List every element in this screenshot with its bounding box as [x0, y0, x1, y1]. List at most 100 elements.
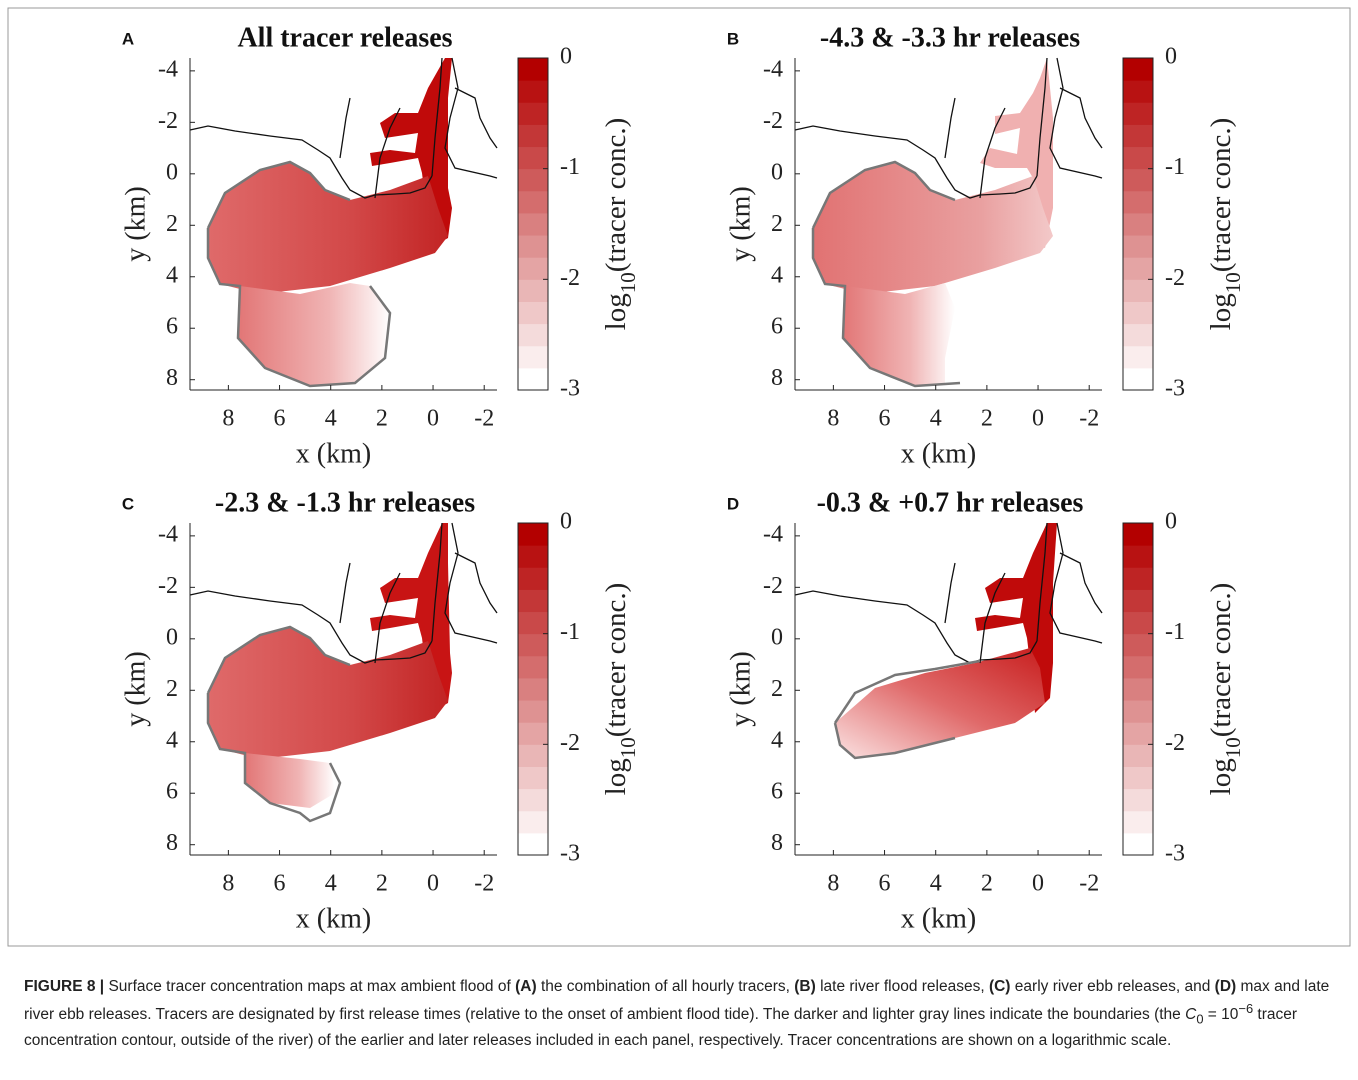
- caption-text: 0: [1196, 1011, 1204, 1027]
- caption-text: = 10: [1203, 1006, 1239, 1024]
- colorbar-band: [1123, 323, 1153, 347]
- colorbar-band: [518, 700, 548, 723]
- colorbar-band: [1123, 367, 1153, 391]
- y-tick-label: -4: [158, 521, 178, 547]
- panel-title: -4.3 & -3.3 hr releases: [820, 22, 1080, 53]
- x-axis-label: x (km): [901, 903, 976, 934]
- y-tick-label: 8: [771, 830, 783, 856]
- colorbar-tick-label: 0: [1165, 44, 1177, 70]
- coastline: [794, 522, 1103, 664]
- colorbar-label: log10(tracer conc.): [600, 583, 640, 796]
- y-axis-label: y (km): [120, 651, 151, 726]
- x-tick-label: -2: [1079, 871, 1099, 897]
- caption-text: Surface tracer concentration maps at max…: [104, 978, 516, 995]
- x-tick-label: 6: [274, 871, 286, 897]
- coastline: [189, 522, 498, 664]
- panel-letter: A: [122, 29, 134, 48]
- colorbar-band: [1123, 589, 1153, 613]
- colorbar-band: [518, 345, 548, 369]
- colorbar-band: [1123, 279, 1153, 302]
- x-tick-label: 6: [274, 406, 286, 432]
- y-tick-label: 0: [166, 159, 178, 185]
- colorbar-band: [518, 235, 548, 258]
- y-tick-label: 6: [771, 314, 783, 340]
- colorbar-band: [518, 722, 548, 745]
- colorbar-band: [1123, 190, 1153, 214]
- coastline: [189, 57, 498, 199]
- map-panel: 8 6 4 2 0 -2 -4 -2 0 2 4 6 8 x (km) y (km) -2.3 & -1.3 …: [120, 487, 639, 934]
- map-panel: 8 6 4 2 0 -2 -4 -2 0 2 4 6 8 x (km) y (km) -0.3 & +0.7 …: [725, 487, 1244, 934]
- colorbar-band: [518, 677, 548, 701]
- tracer-plume: [843, 283, 955, 386]
- colorbar-tick-label: -1: [560, 154, 580, 180]
- tracer-plume: [835, 648, 1045, 758]
- x-tick-label: 8: [827, 406, 839, 432]
- figure: 8 6 4 2 0 -2 -4 -2 0 2 4 6 8 x (km) y (km) All tracer r…: [7, 7, 1351, 947]
- x-tick-label: -2: [474, 871, 494, 897]
- map-area: [794, 57, 1103, 388]
- map-area: [189, 522, 498, 823]
- colorbar-band: [1123, 301, 1153, 325]
- tracer-plume: [245, 753, 335, 808]
- caption-text: late river flood releases,: [815, 978, 989, 995]
- x-tick-label: 4: [930, 406, 942, 432]
- x-tick-label: 0: [1032, 406, 1044, 432]
- x-tick-label: 6: [879, 871, 891, 897]
- colorbar-label-part: (tracer conc.): [1205, 118, 1237, 273]
- colorbar-band: [1123, 766, 1153, 790]
- colorbar-band: [518, 655, 548, 679]
- caption-text: early river ebb releases, and: [1010, 978, 1215, 995]
- map-area: [794, 522, 1103, 760]
- colorbar-tick-label: -3: [1165, 841, 1185, 867]
- y-tick-label: 0: [166, 624, 178, 650]
- release-boundary: [811, 160, 961, 388]
- colorbar-label-part: log: [1205, 293, 1237, 330]
- colorbar-band: [1123, 235, 1153, 258]
- release-boundary: [833, 659, 981, 760]
- colorbar-label-part: 10: [616, 272, 640, 293]
- colorbar-band: [1123, 810, 1153, 834]
- tracer-plume: [238, 283, 390, 386]
- colorbar-band: [1123, 722, 1153, 745]
- colorbar-tick-label: -1: [560, 619, 580, 645]
- y-tick-label: 6: [166, 314, 178, 340]
- x-tick-label: 4: [930, 871, 942, 897]
- y-tick-label: 0: [771, 159, 783, 185]
- colorbar-band: [518, 766, 548, 790]
- x-tick-label: 0: [427, 871, 439, 897]
- colorbar-band: [1123, 58, 1153, 81]
- x-tick-label: 6: [879, 406, 891, 432]
- release-boundary: [206, 625, 351, 823]
- y-tick-label: 4: [771, 727, 783, 753]
- colorbar-band: [518, 810, 548, 834]
- x-tick-label: -2: [1079, 406, 1099, 432]
- colorbar-tick-label: -3: [560, 376, 580, 402]
- map-panel: 8 6 4 2 0 -2 -4 -2 0 2 4 6 8 x (km) y (km) All tracer r…: [120, 22, 639, 469]
- y-tick-label: -2: [763, 573, 783, 599]
- y-tick-label: 2: [166, 211, 178, 237]
- caption-text: (C): [988, 978, 1011, 995]
- colorbar-band: [1123, 788, 1153, 812]
- panel-title: All tracer releases: [237, 22, 452, 53]
- colorbar-band: [1123, 102, 1153, 125]
- colorbar-label-part: (tracer conc.): [600, 118, 632, 273]
- colorbar-label-part: 10: [1221, 737, 1245, 758]
- y-tick-label: 8: [771, 365, 783, 391]
- x-tick-label: -2: [474, 406, 494, 432]
- colorbar-band: [518, 58, 548, 81]
- colorbar-band: [518, 589, 548, 613]
- colorbar-band: [518, 567, 548, 590]
- colorbar-band: [518, 323, 548, 347]
- caption-text: tracer concentration contour, outside of…: [24, 1006, 1298, 1050]
- caption-text: FIGURE 8 |: [24, 978, 105, 995]
- caption-text: (D): [1214, 978, 1237, 995]
- colorbar-label-part: log: [600, 758, 632, 795]
- y-axis-label: y (km): [725, 186, 756, 261]
- y-tick-label: 2: [166, 676, 178, 702]
- colorbar-band: [1123, 633, 1153, 657]
- colorbar-tick-label: -2: [1165, 730, 1185, 756]
- colorbar-band: [518, 545, 548, 568]
- colorbar-tick-label: 0: [1165, 509, 1177, 535]
- colorbar-frame: [1122, 57, 1154, 391]
